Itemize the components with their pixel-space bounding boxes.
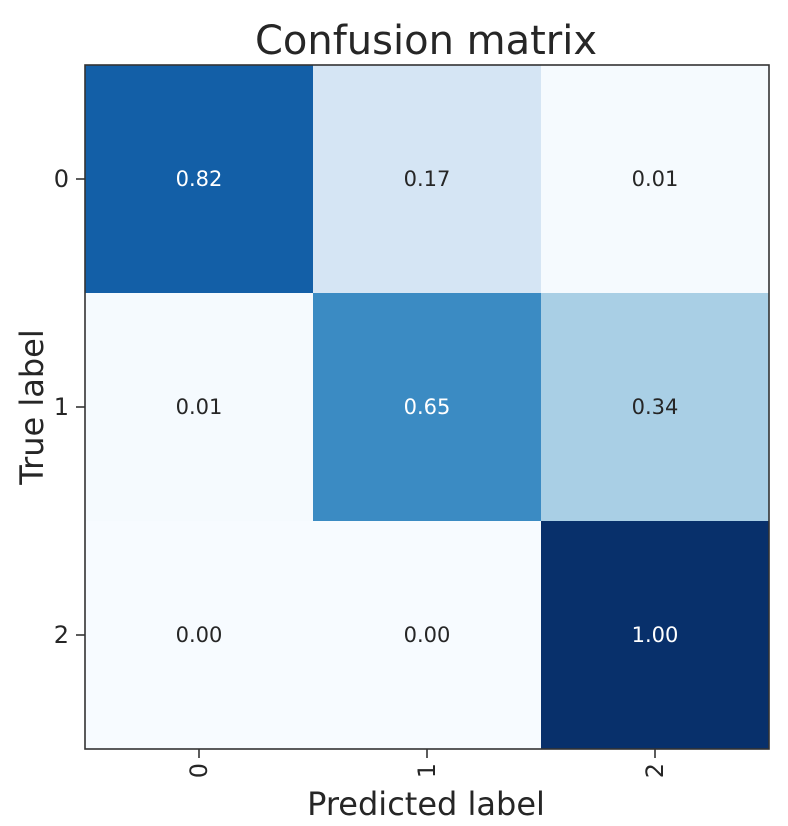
heatmap-cell-0-0 [85, 65, 314, 294]
y-tick-label-2: 2 [54, 621, 69, 649]
x-tick-label-2: 2 [641, 763, 669, 778]
heatmap-cell-1-1 [313, 293, 542, 522]
y-tick-label-0: 0 [54, 165, 69, 193]
x-axis-ticks: 0 1 2 [185, 749, 669, 778]
cell-value-label-2-1: 0.00 [404, 623, 451, 647]
heatmap-cells [85, 65, 770, 750]
heatmap-cell-2-1 [313, 521, 542, 750]
cell-value-label-0-0: 0.82 [176, 167, 223, 191]
heatmap-cell-1-0 [85, 293, 314, 522]
cell-value-label-1-1: 0.65 [404, 395, 451, 419]
heatmap-cell-0-2 [541, 65, 770, 294]
cell-value-label-0-1: 0.17 [404, 167, 451, 191]
y-axis-label: True label [13, 329, 51, 486]
chart-title: Confusion matrix [255, 18, 597, 64]
y-tick-label-1: 1 [54, 393, 69, 421]
heatmap-cell-2-2 [541, 521, 770, 750]
x-tick-label-1: 1 [413, 763, 441, 778]
heatmap-cell-2-0 [85, 521, 314, 750]
heatmap-cell-labels: 0.82 0.17 0.01 0.01 0.65 0.34 0.00 0.00 1.00 [176, 167, 679, 647]
x-tick-label-0: 0 [185, 763, 213, 778]
heatmap-cell-0-1 [313, 65, 542, 294]
x-axis-label: Predicted label [307, 785, 545, 823]
y-axis-ticks: 0 1 2 [54, 165, 85, 649]
cell-value-label-1-0: 0.01 [176, 395, 223, 419]
heatmap-cell-1-2 [541, 293, 770, 522]
cell-value-label-1-2: 0.34 [632, 395, 679, 419]
cell-value-label-2-2: 1.00 [632, 623, 679, 647]
cell-value-label-2-0: 0.00 [176, 623, 223, 647]
cell-value-label-0-2: 0.01 [632, 167, 679, 191]
